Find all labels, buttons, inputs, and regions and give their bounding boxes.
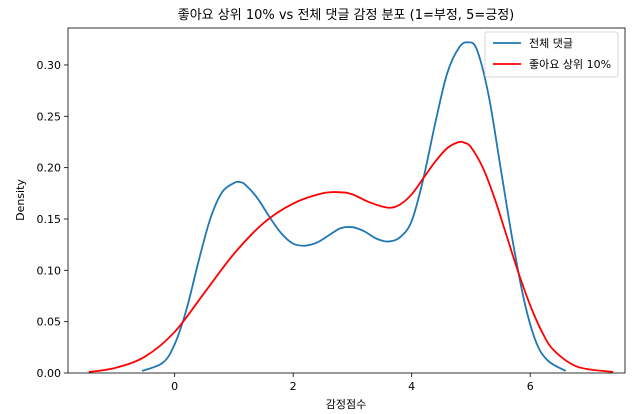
chart-title: 좋아요 상위 10% vs 전체 댓글 감정 분포 (1=부정, 5=긍정)	[178, 8, 514, 23]
y-tick-label: 0.10	[37, 264, 62, 277]
y-tick-label: 0.25	[37, 110, 62, 123]
x-axis: 0 2 4 6	[171, 373, 534, 393]
series-line-0	[141, 41, 567, 372]
y-tick-label: 0.00	[37, 367, 62, 380]
x-axis-label: 감정점수	[326, 398, 366, 411]
plot-area	[67, 27, 626, 374]
y-tick-label: 0.30	[37, 59, 62, 72]
y-tick-label: 0.05	[37, 316, 62, 329]
y-tick-label: 0.15	[37, 213, 62, 226]
legend: 전체 댓글 좋아요 상위 10%	[484, 31, 619, 78]
y-axis-label: Density	[14, 179, 27, 221]
x-tick-label: 6	[527, 380, 534, 393]
series-layer	[88, 41, 614, 373]
x-tick-label: 0	[171, 380, 178, 393]
x-tick-label: 2	[290, 380, 297, 393]
legend-label-0: 전체 댓글	[529, 37, 573, 50]
plot-frame	[67, 27, 626, 374]
y-tick-label: 0.20	[37, 162, 62, 175]
legend-label-1: 좋아요 상위 10%	[529, 58, 611, 71]
y-axis: 0.00 0.05 0.10 0.15 0.20 0.25 0.30	[37, 59, 68, 380]
x-tick-label: 4	[408, 380, 415, 393]
series-line-1	[88, 140, 614, 373]
